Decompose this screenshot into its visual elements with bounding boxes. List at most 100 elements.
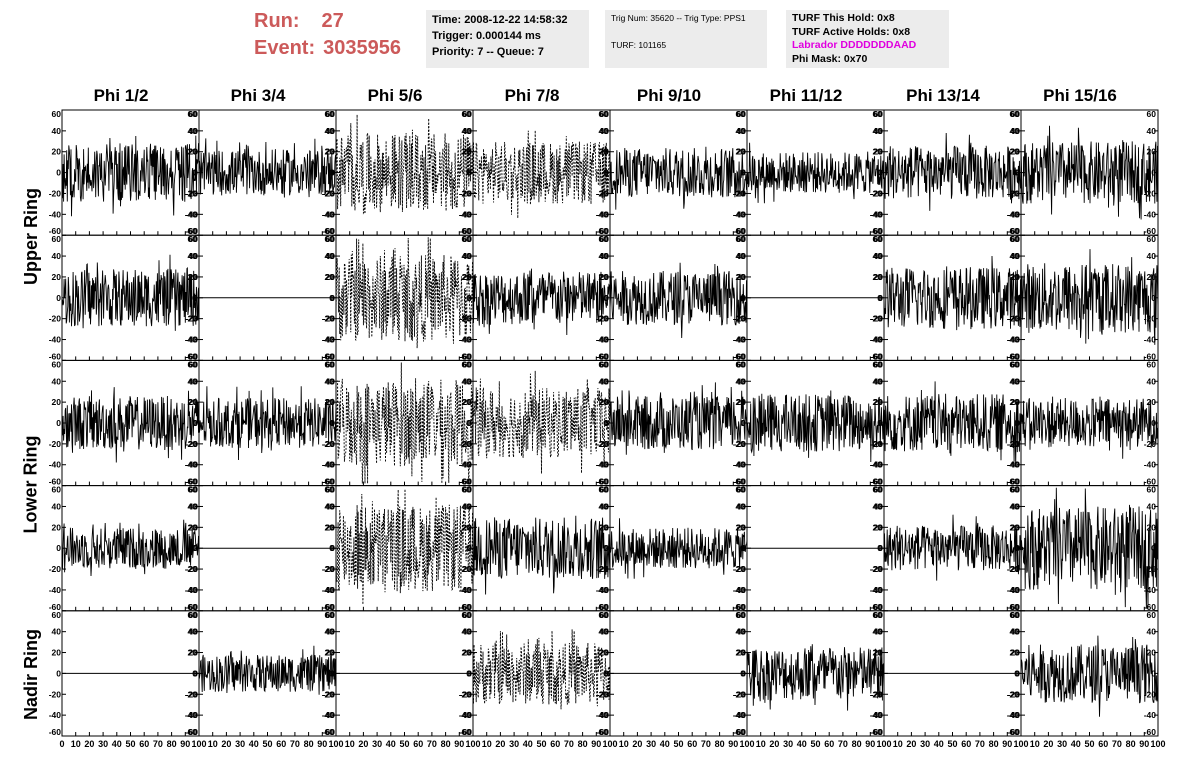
y-tick-label-right: -60: [185, 602, 198, 612]
y-tick-label-right: -20: [322, 564, 335, 574]
y-tick-label: 60: [326, 485, 336, 495]
y-tick-label: 40: [326, 501, 336, 511]
y-tick-label: -60: [597, 351, 610, 361]
time-text: Time: 2008-12-22 14:58:32: [432, 14, 568, 26]
x-tick-label: 50: [947, 739, 957, 749]
x-tick-label: 20: [221, 739, 231, 749]
y-tick-label-right: -40: [185, 335, 198, 345]
y-tick-label-right: 40: [873, 627, 883, 637]
y-tick-label-right: -60: [1144, 226, 1157, 236]
y-tick-label: 40: [874, 376, 884, 386]
y-tick-label: -60: [49, 351, 62, 361]
waveform-trace: [472, 268, 611, 336]
x-tick-label: 100: [1013, 739, 1028, 749]
y-tick-label-right: 60: [599, 234, 609, 244]
y-tick-label-right: -40: [322, 335, 335, 345]
y-tick-label-right: 40: [873, 376, 883, 386]
y-tick-label: 40: [463, 251, 473, 261]
y-tick-label-right: -40: [870, 585, 883, 595]
waveform-trace-dashed: [335, 362, 474, 484]
x-tick-label: 60: [413, 739, 423, 749]
y-tick-label: 0: [56, 168, 61, 178]
y-tick-label: 20: [326, 397, 336, 407]
y-tick-label: -60: [871, 226, 884, 236]
y-tick-label: 20: [326, 648, 336, 658]
x-tick-label: 70: [1112, 739, 1122, 749]
x-tick-label: 100: [191, 739, 206, 749]
y-tick-label: 40: [326, 126, 336, 136]
x-tick-label: 90: [865, 739, 875, 749]
y-tick-label: 20: [1011, 522, 1021, 532]
y-tick-label: -20: [734, 689, 747, 699]
x-tick-label: 60: [687, 739, 697, 749]
y-tick-label-right: 40: [188, 627, 198, 637]
y-tick-label-right: 20: [599, 648, 609, 658]
column-header-phi-15-16: Phi 15/16: [1043, 86, 1117, 105]
y-tick-label: -60: [186, 226, 199, 236]
x-tick-label: 50: [399, 739, 409, 749]
y-tick-label: -20: [871, 564, 884, 574]
y-tick-label-right: -40: [459, 710, 472, 720]
waveform-trace-dashed: [472, 130, 611, 219]
y-tick-label: -60: [1008, 727, 1021, 737]
y-tick-label: 60: [189, 109, 199, 119]
y-tick-label: -20: [734, 439, 747, 449]
y-tick-label-right: 0: [1151, 168, 1156, 178]
y-tick-label-right: -40: [1007, 335, 1020, 345]
y-tick-label-right: -60: [596, 477, 609, 487]
x-tick-label: 10: [756, 739, 766, 749]
waveform-trace: [883, 132, 1022, 211]
y-tick-label: 60: [52, 234, 62, 244]
y-tick-label: -40: [460, 335, 473, 345]
y-tick-label: -20: [49, 689, 62, 699]
x-tick-label: 90: [591, 739, 601, 749]
waveform-trace: [1020, 487, 1159, 609]
y-tick-label-right: 60: [736, 610, 746, 620]
event-value: 3035956: [323, 37, 401, 59]
y-tick-label: -60: [460, 477, 473, 487]
y-tick-label: 20: [600, 648, 610, 658]
y-tick-label: -20: [323, 689, 336, 699]
y-tick-label: 40: [463, 627, 473, 637]
x-tick-label: 40: [797, 739, 807, 749]
y-tick-label-right: -60: [1007, 226, 1020, 236]
y-tick-label: -60: [49, 477, 62, 487]
x-tick-label: 50: [810, 739, 820, 749]
y-tick-label-right: 0: [192, 418, 197, 428]
y-tick-label-right: 60: [188, 109, 198, 119]
y-tick-label-right: -20: [596, 564, 609, 574]
y-tick-label: -20: [460, 314, 473, 324]
y-tick-label-right: -40: [596, 209, 609, 219]
y-tick-label: -60: [49, 602, 62, 612]
y-tick-label-right: 40: [736, 376, 746, 386]
waveform-trace-dashed: [335, 114, 474, 215]
y-tick-label: 60: [52, 485, 62, 495]
y-tick-label: 60: [463, 485, 473, 495]
y-tick-label-right: 20: [599, 272, 609, 282]
y-tick-label: 60: [1011, 485, 1021, 495]
y-tick-label-right: 0: [740, 418, 745, 428]
y-tick-label-right: 20: [736, 147, 746, 157]
y-tick-label: -40: [1008, 209, 1021, 219]
y-tick-label: 0: [330, 668, 335, 678]
y-tick-label-right: 40: [599, 126, 609, 136]
waveform-trace: [609, 146, 748, 210]
y-tick-label-right: 40: [599, 251, 609, 261]
x-tick-label: 90: [454, 739, 464, 749]
y-tick-label-right: 60: [325, 109, 335, 119]
y-tick-label: 60: [1011, 234, 1021, 244]
x-tick-label: 10: [482, 739, 492, 749]
y-tick-label: 60: [189, 234, 199, 244]
phi-mask-text: Phi Mask: 0x70: [792, 52, 868, 65]
y-tick-label: -60: [323, 602, 336, 612]
y-tick-label-right: 40: [188, 376, 198, 386]
y-tick-label-right: -60: [870, 727, 883, 737]
x-tick-label: 100: [465, 739, 480, 749]
y-tick-label: -40: [323, 460, 336, 470]
y-tick-label-right: -60: [459, 351, 472, 361]
y-tick-label-right: 40: [736, 627, 746, 637]
y-tick-label-right: -40: [733, 585, 746, 595]
y-tick-label-right: -40: [870, 209, 883, 219]
column-header-phi-9-10: Phi 9/10: [636, 86, 702, 105]
y-tick-label-right: -60: [733, 602, 746, 612]
